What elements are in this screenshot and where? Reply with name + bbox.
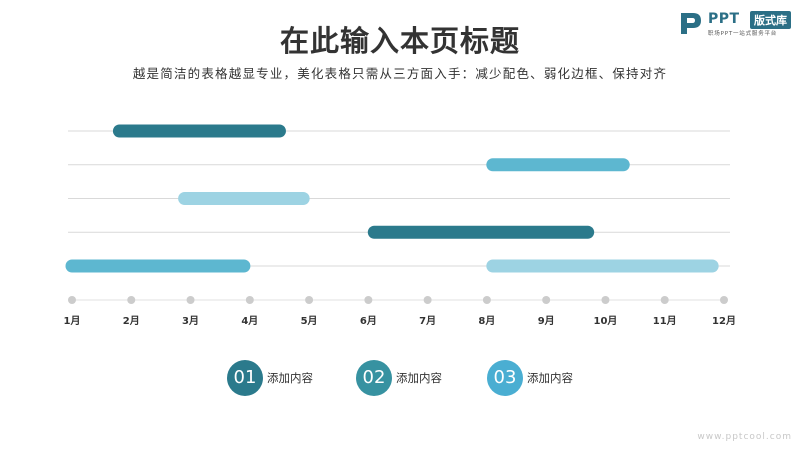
page-title: 在此输入本页标题: [279, 24, 520, 58]
logo-name: PPT: [708, 11, 740, 27]
legend-label: 添加内容: [267, 371, 313, 385]
gantt-bar: [367, 225, 595, 239]
axis-tick-dot: [423, 296, 432, 304]
gantt-bar: [486, 259, 719, 273]
legend-label: 添加内容: [396, 371, 442, 385]
ppt-p-logo-icon: [681, 13, 701, 34]
axis-tick-dot: [127, 296, 136, 304]
axis-tick-dot: [720, 296, 728, 304]
x-tick-label: 7月: [419, 315, 436, 327]
axis-tick-dot: [305, 296, 314, 304]
gantt-bar: [112, 124, 286, 138]
legend-number-badge: 01: [227, 360, 263, 396]
logo-tagline: 职场PPT一站式服务平台: [708, 31, 778, 37]
x-tick-label: 11月: [653, 315, 677, 327]
axis-tick-dot: [186, 296, 195, 304]
axis-tick-dot: [601, 296, 610, 304]
x-tick-label: 8月: [478, 315, 495, 327]
x-tick-label: 10月: [593, 315, 617, 327]
watermark: www.pptcool.com: [697, 432, 792, 442]
x-tick-label: 5月: [301, 315, 318, 327]
axis-tick-dot: [364, 296, 373, 304]
gantt-bar: [486, 158, 630, 172]
legend-label: 添加内容: [527, 371, 573, 385]
gantt-bar: [178, 192, 310, 205]
axis-tick-dot: [245, 296, 254, 304]
logo-badge: 版式库: [750, 11, 791, 29]
axis-tick-dot: [68, 296, 76, 304]
axis-tick-dot: [660, 296, 669, 304]
x-tick-label: 2月: [123, 315, 140, 327]
brand-logo[interactable]: PPT 版式库 职场PPT一站式服务平台: [678, 8, 796, 37]
x-tick-label: 1月: [64, 315, 81, 327]
gantt-bar: [65, 259, 251, 273]
legend-number-badge: 02: [356, 360, 392, 396]
x-tick-label: 6月: [360, 315, 377, 327]
axis-tick-dot: [482, 296, 491, 304]
axis-tick-dot: [542, 296, 551, 304]
page-subtitle: 越是简洁的表格越显专业，美化表格只需从三方面入手：减少配色、弱化边框、保持对齐: [132, 66, 668, 81]
legend-number-badge: 03: [487, 360, 523, 396]
x-tick-label: 9月: [538, 315, 555, 327]
x-tick-label: 4月: [241, 315, 258, 327]
x-tick-label: 12月: [712, 315, 736, 327]
x-tick-label: 3月: [182, 315, 199, 327]
